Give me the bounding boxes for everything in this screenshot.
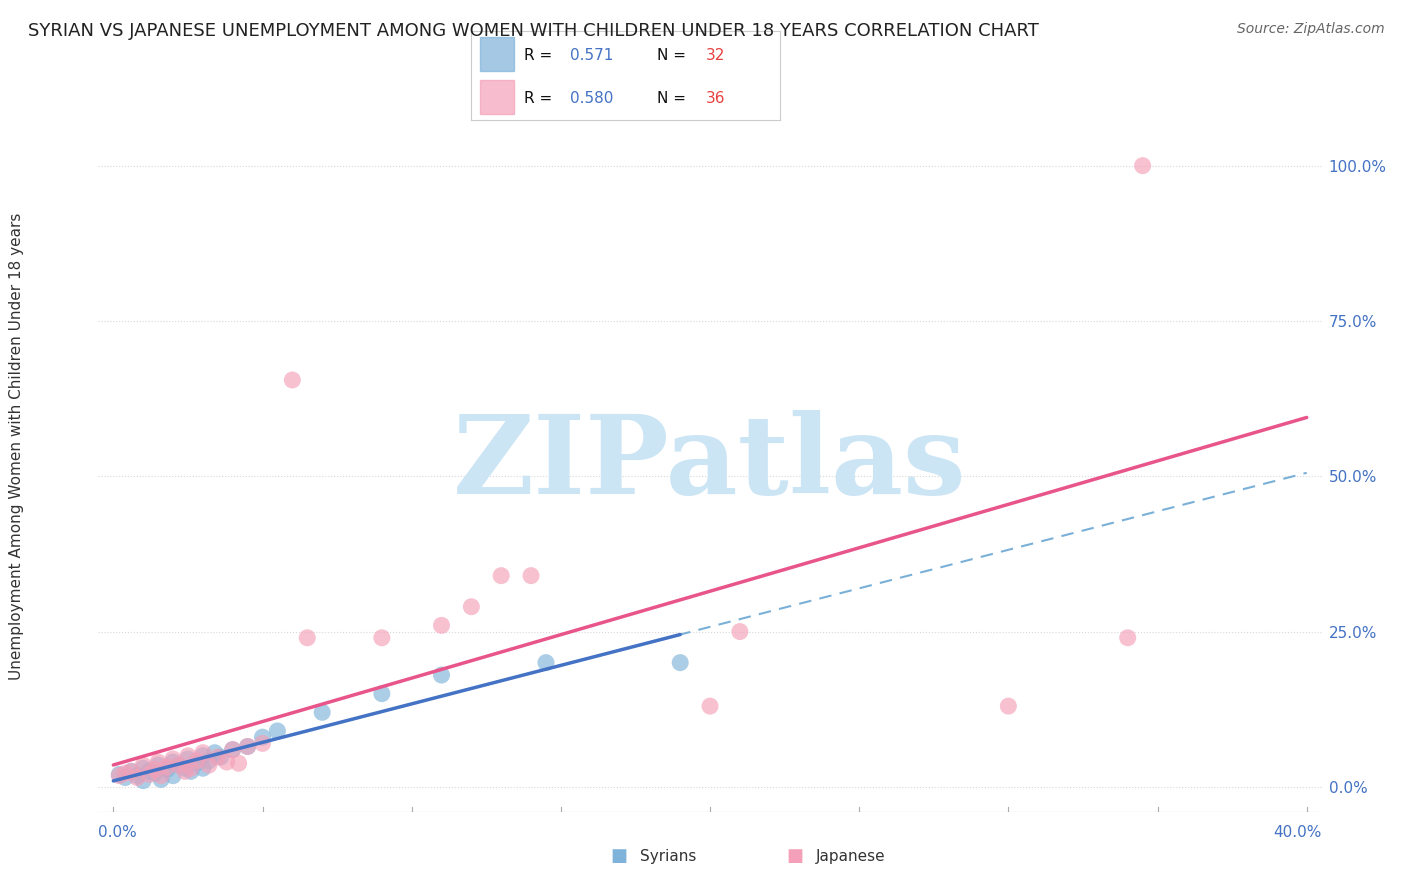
Point	[266, 723, 288, 738]
Text: N =: N =	[657, 91, 690, 105]
Point	[215, 755, 238, 769]
Text: 32: 32	[706, 48, 725, 62]
Point	[207, 750, 229, 764]
Point	[997, 699, 1019, 714]
Text: 0.571: 0.571	[569, 48, 613, 62]
Bar	[481, 37, 515, 71]
Point	[191, 748, 214, 763]
Point	[180, 761, 202, 775]
Point	[120, 764, 142, 779]
Text: SYRIAN VS JAPANESE UNEMPLOYMENT AMONG WOMEN WITH CHILDREN UNDER 18 YEARS CORRELA: SYRIAN VS JAPANESE UNEMPLOYMENT AMONG WO…	[28, 22, 1039, 40]
Point	[228, 756, 250, 771]
Point	[177, 752, 200, 766]
Point	[177, 748, 200, 763]
Point	[186, 754, 208, 768]
Point	[174, 761, 197, 775]
Point	[198, 754, 221, 768]
Point	[150, 769, 173, 783]
Point	[174, 764, 197, 779]
Point	[132, 773, 155, 788]
Text: ■: ■	[610, 847, 627, 865]
Point	[191, 761, 214, 775]
Point	[162, 755, 184, 769]
Point	[281, 373, 304, 387]
Point	[460, 599, 482, 614]
Point	[489, 568, 512, 582]
Point	[132, 758, 155, 772]
Point	[520, 568, 543, 582]
Bar	[481, 80, 515, 114]
Point	[132, 761, 155, 775]
Point	[191, 746, 214, 760]
Point	[146, 755, 169, 769]
Point	[430, 668, 453, 682]
Point	[150, 772, 173, 787]
Point	[167, 758, 190, 772]
Point	[143, 766, 166, 780]
Point	[114, 766, 136, 780]
Point	[221, 742, 243, 756]
Point	[728, 624, 751, 639]
Point	[371, 687, 394, 701]
Text: 0.0%: 0.0%	[98, 825, 138, 840]
Point	[186, 756, 208, 771]
Text: 36: 36	[706, 91, 725, 105]
Point	[146, 758, 169, 772]
Point	[198, 758, 221, 772]
Point	[108, 767, 131, 781]
Text: 40.0%: 40.0%	[1274, 825, 1322, 840]
Point	[252, 730, 274, 744]
Text: R =: R =	[523, 91, 557, 105]
Point	[127, 769, 149, 783]
Point	[430, 618, 453, 632]
Point	[156, 763, 179, 777]
Text: R =: R =	[523, 48, 557, 62]
Point	[1132, 159, 1154, 173]
Point	[162, 769, 184, 783]
Point	[236, 739, 259, 754]
Point	[204, 746, 226, 760]
Text: Source: ZipAtlas.com: Source: ZipAtlas.com	[1237, 22, 1385, 37]
Point	[127, 771, 149, 785]
Point	[180, 764, 202, 779]
Text: ZIPatlas: ZIPatlas	[453, 410, 967, 517]
Point	[156, 760, 179, 774]
Point	[138, 764, 160, 779]
Point	[209, 750, 232, 764]
Point	[1116, 631, 1139, 645]
Point	[699, 699, 721, 714]
Point	[236, 739, 259, 754]
Point	[371, 631, 394, 645]
Point	[297, 631, 319, 645]
Text: ■: ■	[786, 847, 803, 865]
Point	[108, 769, 131, 783]
Text: N =: N =	[657, 48, 690, 62]
Text: Syrians: Syrians	[640, 849, 696, 863]
Text: Unemployment Among Women with Children Under 18 years: Unemployment Among Women with Children U…	[10, 212, 24, 680]
Text: Japanese: Japanese	[815, 849, 886, 863]
Point	[311, 706, 333, 720]
Point	[669, 656, 692, 670]
Point	[534, 656, 557, 670]
Text: 0.580: 0.580	[569, 91, 613, 105]
Point	[138, 767, 160, 781]
Point	[120, 764, 142, 779]
Point	[162, 752, 184, 766]
Point	[114, 771, 136, 785]
Point	[252, 736, 274, 750]
Point	[167, 758, 190, 772]
Point	[221, 742, 243, 756]
Point	[143, 763, 166, 777]
